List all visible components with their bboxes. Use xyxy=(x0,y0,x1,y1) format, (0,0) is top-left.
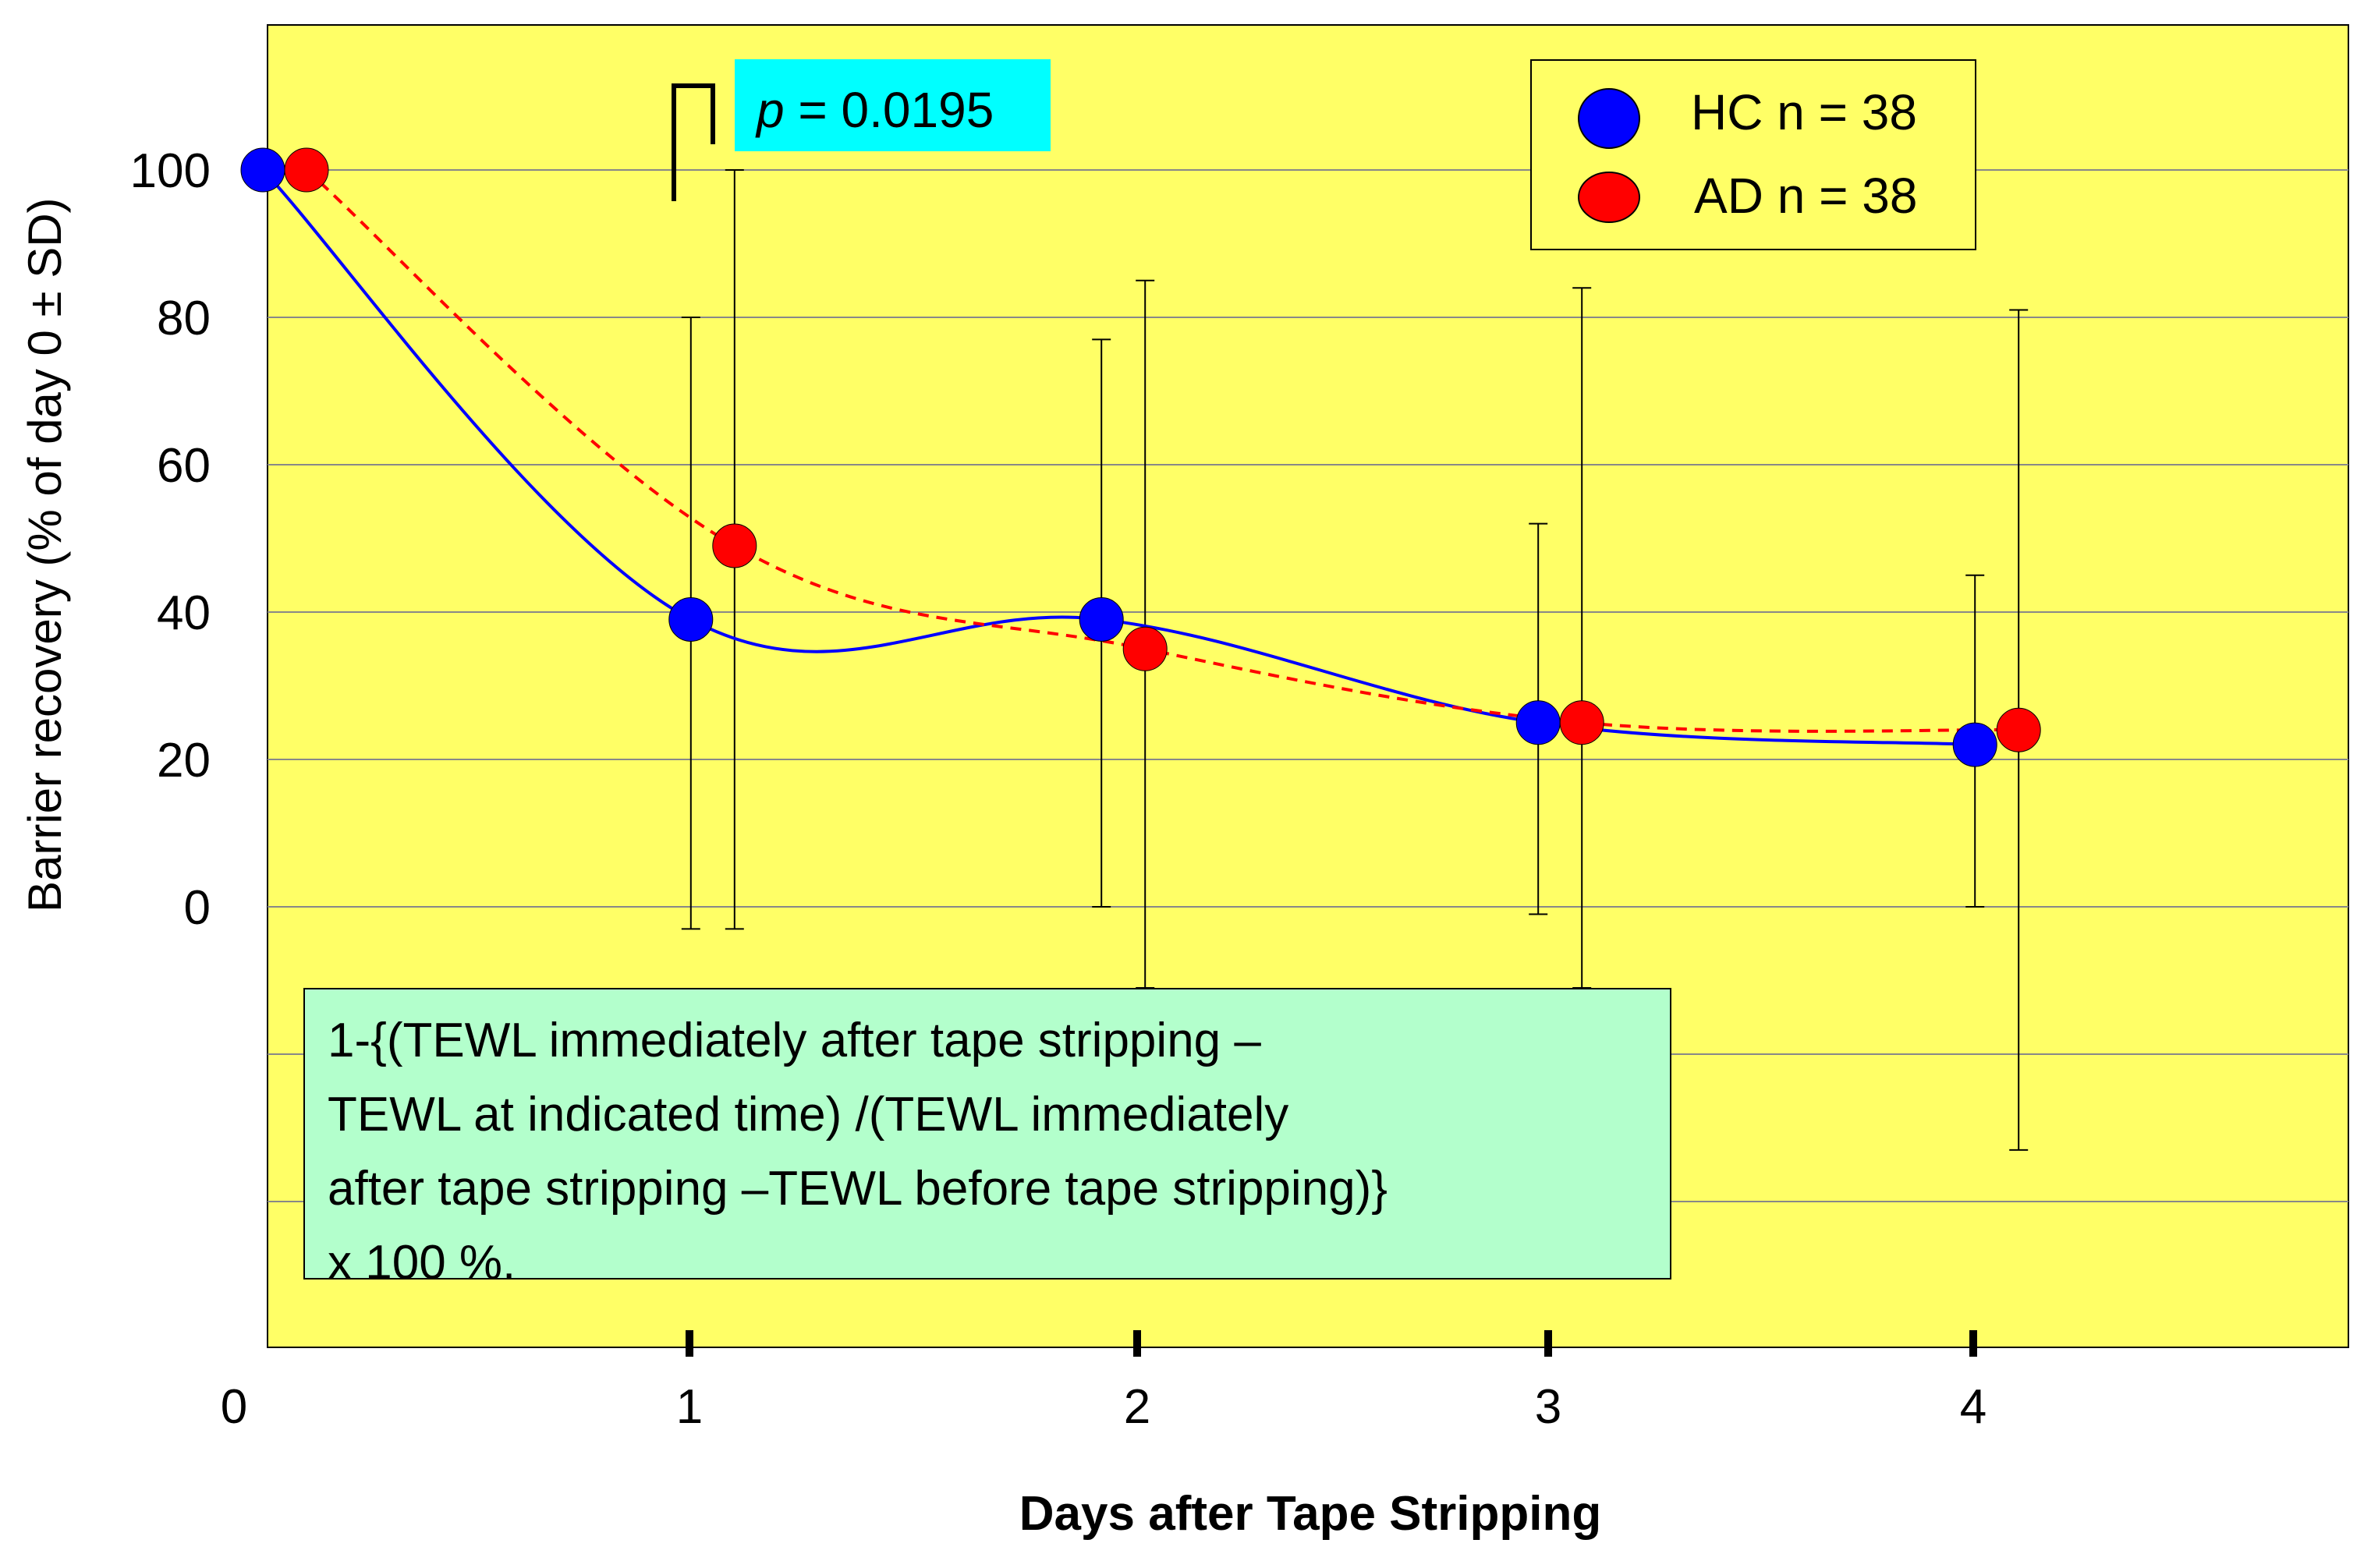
point-0-0 xyxy=(240,147,285,193)
legend-marker-ad xyxy=(1578,172,1640,223)
formula-note: 1-{(TEWL immediately after tape strippin… xyxy=(303,988,1671,1290)
p-value-annotation: p = 0.0195 xyxy=(735,59,1051,151)
x-tick-label-4: 4 xyxy=(1960,1380,1987,1434)
legend-label-hc: HC n = 38 xyxy=(1691,84,1917,140)
formula-note-line-2: TEWL at indicated time) /(TEWL immediate… xyxy=(328,1088,1288,1141)
significance-bracket xyxy=(672,83,715,201)
formula-note-line-3: after tape stripping –TEWL before tape s… xyxy=(328,1162,1388,1216)
x-axis-tick-labels: 0 1 2 3 4 xyxy=(221,1380,1987,1434)
point-0-2 xyxy=(1079,596,1124,642)
point-0-1 xyxy=(668,596,714,642)
point-1-1 xyxy=(712,523,757,568)
p-value-symbol: p xyxy=(755,82,785,138)
x-tick-label-3: 3 xyxy=(1535,1380,1561,1434)
x-tick-label-0: 0 xyxy=(221,1380,247,1434)
point-1-4 xyxy=(1996,707,2041,752)
point-0-4 xyxy=(1952,722,1997,767)
y-tick-label-80: 80 xyxy=(157,292,211,345)
x-tick-label-1: 1 xyxy=(676,1380,703,1434)
y-tick-label-0: 0 xyxy=(184,881,211,935)
x-tick-label-2: 2 xyxy=(1124,1380,1150,1434)
formula-note-line-1: 1-{(TEWL immediately after tape strippin… xyxy=(328,1014,1261,1067)
y-tick-label-60: 60 xyxy=(157,439,211,493)
p-value-box xyxy=(735,59,1051,151)
formula-note-box xyxy=(303,988,1671,1280)
point-1-0 xyxy=(284,147,329,193)
legend-label-ad: AD n = 38 xyxy=(1694,168,1917,224)
data-points xyxy=(240,147,2041,767)
y-tick-label-100: 100 xyxy=(130,144,211,198)
point-1-3 xyxy=(1559,700,1604,745)
series-line-0 xyxy=(261,168,1976,747)
point-0-3 xyxy=(1515,700,1561,745)
p-value-number: = 0.0195 xyxy=(785,82,994,138)
legend: HC n = 38 AD n = 38 xyxy=(1530,59,1976,250)
y-axis-title: Barrier recovery (% of day 0 ± SD) xyxy=(19,197,71,912)
y-tick-label-40: 40 xyxy=(157,586,211,640)
p-value-label: p = 0.0195 xyxy=(755,82,994,138)
point-1-2 xyxy=(1122,626,1168,671)
x-axis-ticks xyxy=(686,1330,1977,1357)
legend-marker-hc xyxy=(1578,88,1640,149)
y-axis-tick-labels: 0 20 40 60 80 100 xyxy=(130,144,211,935)
x-axis-title: Days after Tape Stripping xyxy=(1019,1487,1601,1541)
y-tick-label-20: 20 xyxy=(157,734,211,788)
formula-note-line-4: x 100 %. xyxy=(328,1236,516,1290)
